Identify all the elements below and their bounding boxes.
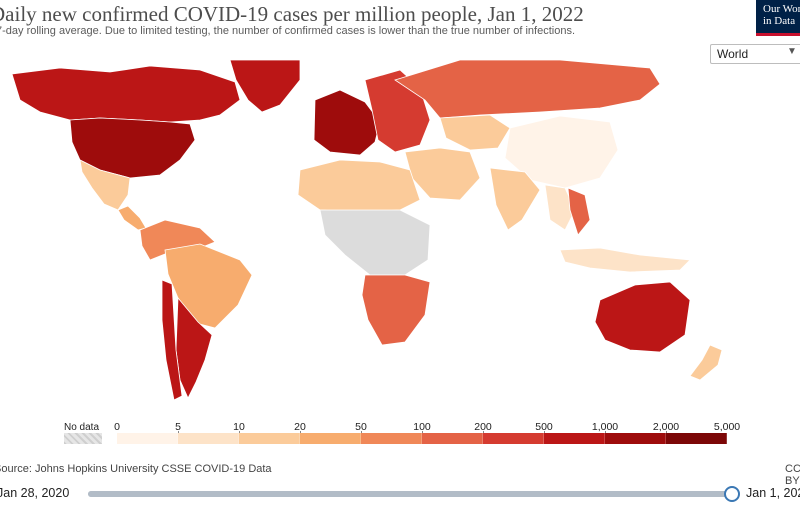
chart-title: Daily new confirmed COVID-19 cases per m… [0,2,584,26]
legend-tick-label: 5,000 [713,421,741,433]
region-chile[interactable] [161,279,183,401]
chart-subtitle: 7-day rolling average. Due to limited te… [0,25,576,37]
timeline-handle[interactable] [724,486,740,502]
world-map[interactable] [0,60,800,410]
legend-ticks: 0 5 10 20 50 100 200 500 1,000 2,000 5,000 [114,421,740,443]
logo-line-1: Our World [763,3,800,15]
region-central-asia[interactable] [439,114,511,151]
owid-logo[interactable]: Our World in Data [756,0,800,36]
legend-tick-label: 20 [294,421,306,433]
legend-tick-label: 2,000 [652,421,680,433]
legend-tick-label: 1,000 [591,421,619,433]
legend-bin-4[interactable] [361,433,422,444]
region-indonesia[interactable] [559,247,691,273]
region-north-america-north[interactable] [11,65,241,123]
region-select-value: World [717,47,749,61]
timeline-end-label[interactable]: Jan 1, 2022 [746,486,800,500]
region-india[interactable] [489,167,541,231]
legend-bin-8[interactable] [605,433,666,444]
timeline-track[interactable] [88,491,732,497]
region-greenland[interactable] [229,60,301,113]
chevron-down-icon: ▼ [787,46,797,57]
license-link[interactable]: CC BY [785,463,800,487]
source-note[interactable]: Source: Johns Hopkins University CSSE CO… [0,463,272,475]
legend-no-data-label: No data [64,422,100,433]
legend-tick-label: 10 [233,421,245,433]
legend-bin-7[interactable] [544,433,605,444]
region-southern-africa[interactable] [361,274,431,346]
legend-bin-2[interactable] [239,433,300,444]
region-brazil[interactable] [164,243,253,329]
legend-tick-label: 200 [474,421,492,433]
legend-bin-3[interactable] [300,433,361,444]
region-russia[interactable] [394,60,661,119]
legend-tick-label: 100 [413,421,431,433]
region-western-europe[interactable] [313,89,381,156]
region-north-africa[interactable] [297,159,421,213]
legend-bin-0[interactable] [117,433,178,444]
legend-tick-label: 50 [355,421,367,433]
region-australia[interactable] [594,281,691,353]
legend-bin-1[interactable] [178,433,239,444]
timeline-fill [88,491,732,497]
legend-tick-label: 5 [175,421,181,433]
region-central-america[interactable] [117,205,147,231]
timeline-start-label[interactable]: Jan 28, 2020 [0,486,70,500]
region-southeast-asia[interactable] [544,184,576,231]
legend-bin-6[interactable] [483,433,544,444]
region-vietnam[interactable] [567,187,591,236]
region-select[interactable]: World ▼ [710,44,800,64]
legend-bin-9[interactable] [666,433,727,444]
legend-tick-label: 0 [114,421,120,433]
legend-tick-label: 500 [535,421,553,433]
logo-line-2: in Data [763,15,796,27]
region-china[interactable] [504,115,619,189]
region-new-zealand[interactable] [689,344,723,381]
region-central-africa[interactable] [319,209,431,276]
region-middle-east[interactable] [404,147,481,201]
legend-no-data-swatch[interactable] [64,433,102,444]
legend-color-scale [117,433,727,444]
legend-bin-5[interactable] [422,433,483,444]
